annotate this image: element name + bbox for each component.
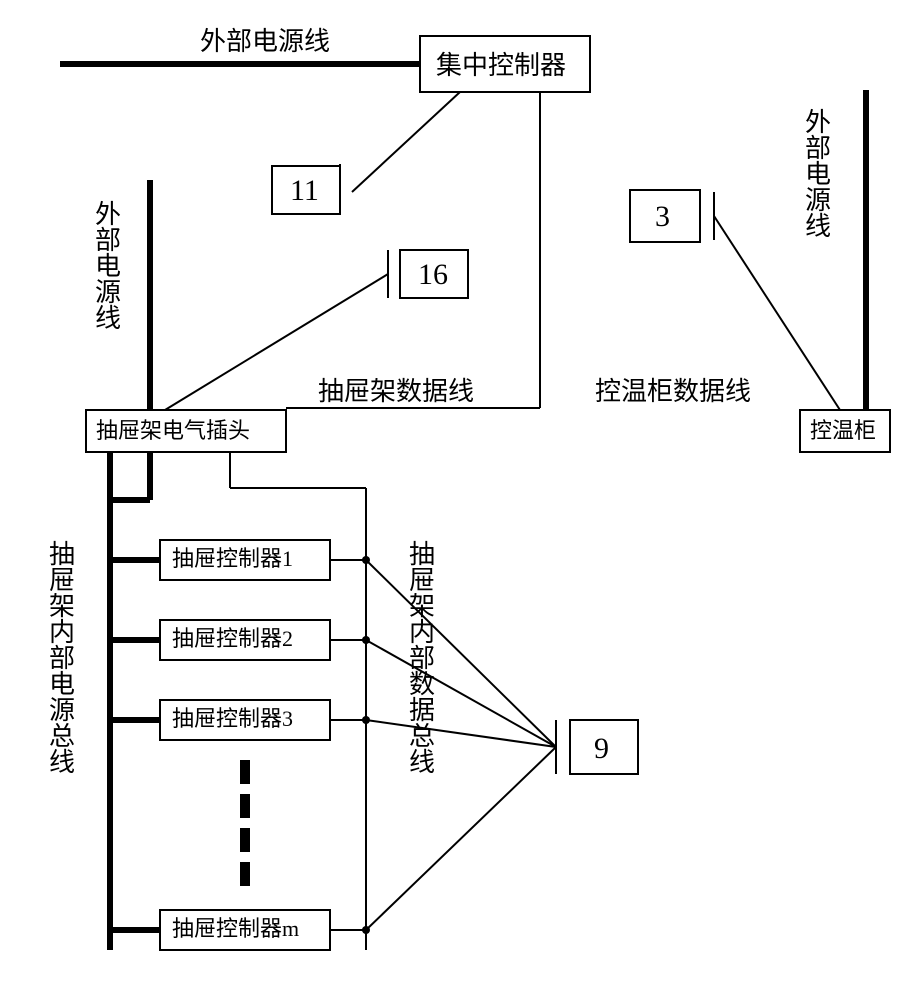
- box-9-label: 9: [594, 732, 609, 765]
- drawer-rack-data-line-label: 抽屉架数据线: [318, 377, 474, 406]
- drawer-controller-3-label: 抽屉控制器3: [172, 706, 293, 731]
- temp-cabinet-label: 控温柜: [810, 418, 876, 443]
- controller-to-11-line: [352, 92, 460, 192]
- fan-line-3: [366, 720, 556, 747]
- fan-line-m: [366, 747, 556, 930]
- external-power-label-top: 外部电源线: [200, 27, 330, 56]
- ellipsis-dash-4: [240, 862, 250, 886]
- temp-cabinet-data-line-label: 控温柜数据线: [595, 377, 751, 406]
- drawer-controller-1-label: 抽屉控制器1: [172, 546, 293, 571]
- box-11-label: 11: [290, 174, 319, 207]
- drawer-controller-2-label: 抽屉控制器2: [172, 626, 293, 651]
- ellipsis-dash-2: [240, 794, 250, 818]
- internal-power-bus-label: 抽屉架内部电源总线: [46, 540, 75, 774]
- drawer-controller-m-label: 抽屉控制器m: [172, 916, 299, 941]
- fan-line-1: [366, 560, 556, 747]
- central-controller-label: 集中控制器: [436, 51, 566, 80]
- ellipsis-dash-3: [240, 828, 250, 852]
- external-power-label-left: 外部电源线: [92, 200, 121, 330]
- ellipsis-dash-1: [240, 760, 250, 784]
- internal-data-bus-label: 抽屉架内部数据总线: [406, 540, 435, 774]
- box-3-label: 3: [655, 200, 670, 233]
- box-16-label: 16: [418, 258, 448, 291]
- drawer-rack-plug-label: 抽屉架电气插头: [96, 418, 250, 443]
- external-power-label-right: 外部电源线: [802, 108, 831, 238]
- fan-line-2: [366, 640, 556, 747]
